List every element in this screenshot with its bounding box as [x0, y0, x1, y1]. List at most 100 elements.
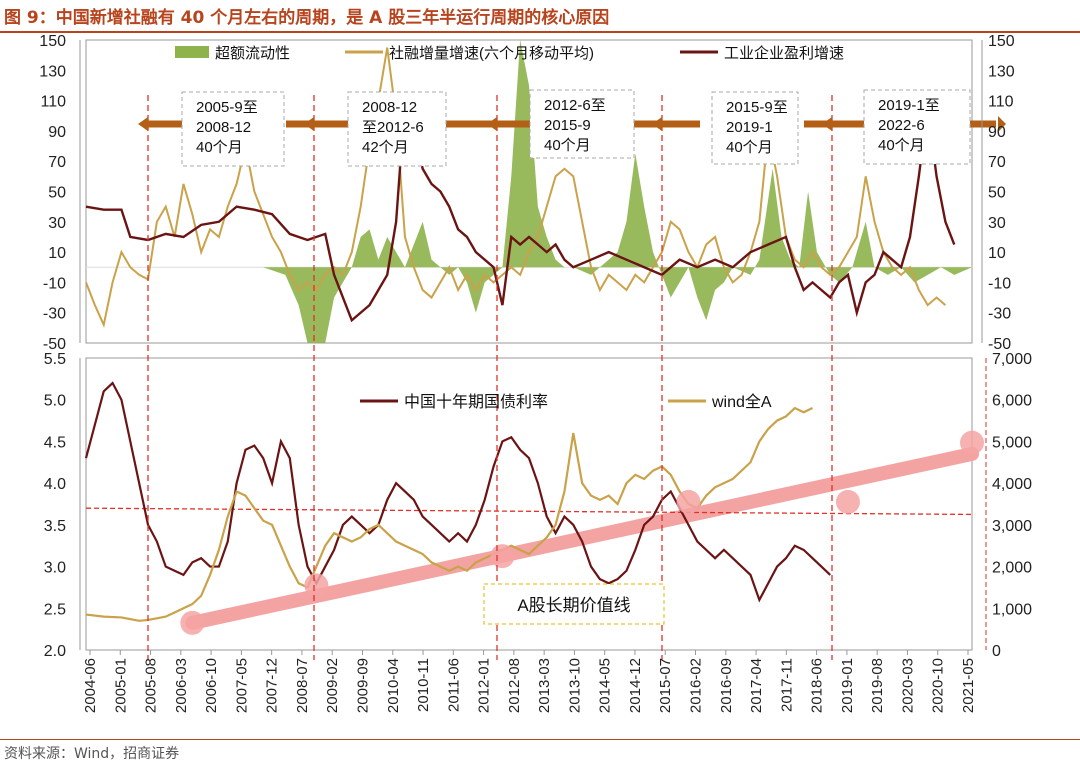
cycle-arrowhead: [304, 117, 314, 131]
x-tick-label: 2006-10: [203, 658, 220, 713]
x-tick-label: 2005-08: [143, 658, 160, 713]
cycle-arrowhead: [652, 117, 662, 131]
series-line-social-financing: [85, 47, 947, 329]
top-y2-tick-label: -10: [988, 275, 1011, 292]
top-y-tick-label: -10: [43, 275, 66, 292]
top-y-tick-label: 70: [48, 154, 66, 171]
x-tick-label: 2004-06: [82, 658, 99, 713]
top-y-tick-label: 10: [48, 245, 66, 262]
value-line-marker: [304, 573, 329, 598]
bottom-y2-tick-label: 2,000: [992, 560, 1032, 577]
cycle-label-text: 2008-12: [196, 119, 251, 136]
legend-industrial-profit: 工业企业盈利增速: [724, 44, 844, 62]
chart-area: 2005-9至 2008-12 40个月 2008-12 至2012-6 42个月 2012…: [39, 33, 1032, 713]
cycle-label-text: 40个月: [544, 137, 591, 154]
x-tick-label: 2013-03: [536, 658, 553, 713]
cycle-label-text: 2005-9至: [196, 99, 258, 116]
top-y2-tick-label: 30: [988, 215, 1006, 232]
cycle-label-text: 40个月: [726, 139, 773, 156]
top-y-tick-label: -30: [43, 306, 66, 323]
cycle-arrowhead: [998, 116, 1006, 132]
value-line-label-box: [483, 583, 665, 625]
x-tick-label: 2010-11: [415, 658, 432, 712]
x-tick-label: 2018-06: [809, 658, 826, 713]
x-tick-label: 2012-01: [476, 658, 493, 713]
top-y-tick-label: 50: [48, 185, 66, 202]
x-tick-label: 2020-03: [899, 658, 916, 713]
x-tick-label: 2019-08: [869, 658, 886, 713]
top-y2-tick-label: 110: [988, 94, 1014, 111]
x-tick-label: 2005-01: [112, 658, 129, 713]
top-y-tick-label: -50: [43, 336, 66, 353]
top-y2-tick-label: -30: [988, 306, 1011, 323]
series-area-excess-liquidity: [86, 40, 972, 343]
bottom-y-tick-label: 2.5: [44, 601, 66, 618]
x-tick-label: 2016-09: [718, 658, 735, 713]
x-tick-label: 2009-02: [324, 658, 341, 713]
x-tick-label: 2011-06: [445, 658, 462, 712]
bottom-y2-tick-label: 3,000: [992, 518, 1032, 535]
x-tick-label: 2008-07: [294, 658, 311, 713]
title-rule: [0, 31, 1080, 33]
cycle-arrowhead: [138, 117, 148, 131]
bottom-y-tick-label: 3.0: [44, 560, 66, 577]
cycle-label-text: 至2012-6: [362, 119, 424, 136]
top-y2-tick-label: 150: [988, 33, 1015, 50]
top-y-tick-label: 30: [48, 215, 66, 232]
legend-wind-all-a: wind全A: [711, 393, 772, 411]
cycle-label-text: 2015-9: [544, 117, 591, 134]
cycle-label-text: 2022-6: [878, 117, 925, 134]
cycle-label-text: 2015-9至: [726, 99, 788, 116]
cycle-label-text: 2019-1至: [878, 97, 940, 114]
x-tick-label: 2013-10: [566, 658, 583, 713]
cycle-label-box: [181, 91, 285, 167]
cycle-arrowhead: [822, 117, 832, 131]
top-y-tick-label: 130: [39, 63, 66, 80]
bottom-y-tick-label: 2.0: [44, 643, 66, 660]
footer-rule: [0, 739, 1080, 740]
value-line-marker: [835, 489, 860, 514]
value-line-marker: [676, 489, 701, 514]
x-tick-label: 2012-08: [506, 658, 523, 713]
legend-social-financing: 社融增量增速(六个月移动平均): [389, 45, 594, 62]
value-line-marker: [490, 544, 515, 569]
x-tick-label: 2019-01: [839, 658, 856, 713]
series-line-industrial-profit: [85, 100, 956, 323]
bottom-y-tick-label: 3.5: [44, 518, 66, 535]
x-tick-label: 2017-11: [778, 658, 795, 712]
cycle-label-box: [347, 91, 447, 167]
x-tick-label: 2017-04: [748, 658, 765, 713]
x-tick-label: 2006-03: [173, 658, 190, 713]
x-tick-label: 2015-07: [657, 658, 674, 713]
legend-bond-yield: 中国十年期国债利率: [404, 393, 548, 411]
bottom-y2-tick-label: 0: [992, 643, 1001, 660]
cycle-label-text: 40个月: [878, 137, 925, 154]
x-tick-label: 2014-05: [597, 658, 614, 713]
value-line-marker: [180, 610, 205, 635]
cycle-label-text: 2012-6至: [544, 97, 606, 114]
cycle-label-box: [863, 89, 971, 165]
top-y2-tick-label: 50: [988, 185, 1006, 202]
bottom-y-tick-label: 5.0: [44, 393, 66, 410]
x-tick-label: 2010-04: [385, 658, 402, 713]
cycle-arrowhead: [487, 117, 497, 131]
cycle-label-text: 2008-12: [362, 99, 417, 116]
cycle-label-text: 40个月: [196, 139, 243, 156]
bottom-y2-tick-label: 1,000: [992, 601, 1032, 618]
x-tick-label: 2014-12: [627, 658, 644, 713]
bottom-y-tick-label: 4.0: [44, 476, 66, 493]
legend-excess-liquidity-swatch: [175, 46, 209, 58]
bottom-plot: [84, 381, 984, 635]
series-line-bond-yield: [84, 381, 831, 603]
figure-source: 资料来源：Wind，招商证券: [4, 746, 180, 762]
bottom-y2-tick-label: 7,000: [992, 351, 1032, 368]
top-y2-tick-label: 90: [988, 124, 1006, 141]
top-y-tick-label: 150: [39, 33, 66, 50]
bottom-panel-frame: [85, 357, 973, 651]
x-tick-label: 2007-05: [233, 658, 250, 713]
bottom-y2-tick-label: 6,000: [992, 393, 1032, 410]
value-line-marker: [960, 430, 984, 455]
x-tick-label: 2009-09: [354, 658, 371, 713]
axes: 150 150 130 130 110 110 90 90 70 70 50 50 30 30 10 10 -1…: [39, 33, 1032, 713]
